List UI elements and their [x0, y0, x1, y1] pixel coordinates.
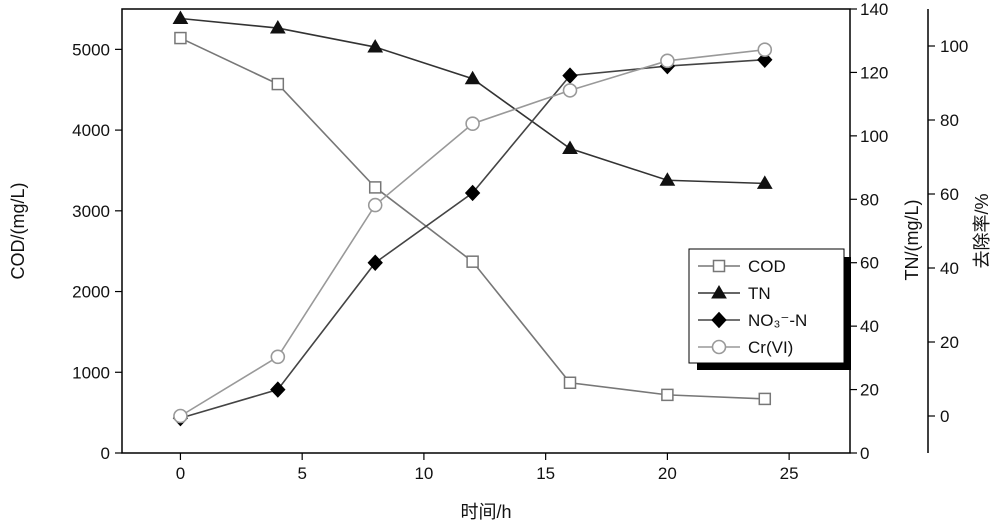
- data-point: [367, 39, 384, 53]
- plot-frame: [121, 8, 851, 454]
- data-point: [271, 77, 285, 91]
- series-line: [180, 58, 765, 419]
- cod-tick-label: 5000: [72, 40, 110, 59]
- data-point: [757, 42, 773, 58]
- data-point: [659, 172, 676, 186]
- data-point: [756, 175, 773, 189]
- data-point: [464, 70, 481, 85]
- tn-tick-label: 40: [860, 317, 879, 336]
- legend-label: NO₃⁻-N: [748, 311, 807, 330]
- data-point: [758, 392, 772, 406]
- tn-tick-label: 100: [860, 127, 888, 146]
- x-axis-title: 时间/h: [460, 502, 511, 522]
- data-point: [270, 381, 286, 398]
- data-point: [367, 197, 383, 213]
- removal-axis-title: 去除率/%: [972, 193, 992, 268]
- series-0: [174, 31, 772, 406]
- tn-axis-title: TN/(mg/L): [902, 200, 922, 281]
- cod-tick-label: 4000: [72, 121, 110, 140]
- data-point: [562, 83, 578, 98]
- series-2: [172, 51, 773, 427]
- series-line: [180, 17, 765, 185]
- legend-items: COD TN NO₃⁻-N Cr(VI): [698, 257, 807, 357]
- data-point: [562, 140, 578, 155]
- removal-tick-label: 0: [940, 407, 949, 426]
- legend-marker: [711, 285, 727, 299]
- data-point: [270, 349, 286, 365]
- x-tick-label: 25: [780, 464, 799, 483]
- data-point: [269, 20, 286, 34]
- series-line: [180, 37, 765, 400]
- ticks-group: 0 5 10 15 20 25010002000300040005000020406080…: [72, 0, 968, 483]
- removal-tick-label: 100: [940, 37, 968, 56]
- data-point: [464, 184, 481, 202]
- cod-tick-label: 0: [101, 444, 110, 463]
- tn-tick-label: 60: [860, 254, 879, 273]
- series-3: [173, 42, 773, 424]
- data-point: [562, 67, 578, 84]
- series-1: [172, 10, 773, 189]
- legend-label: TN: [748, 284, 771, 303]
- series-line: [180, 48, 765, 417]
- cod-axis-title: COD/(mg/L): [8, 182, 28, 279]
- cod-tick-label: 3000: [72, 202, 110, 221]
- legend-marker: [711, 311, 727, 329]
- tn-tick-label: 120: [860, 63, 888, 82]
- cod-tick-label: 1000: [72, 363, 110, 382]
- data-point: [660, 53, 675, 69]
- tn-tick-label: 0: [860, 444, 869, 463]
- removal-tick-label: 80: [940, 111, 959, 130]
- data-point: [465, 116, 480, 131]
- legend-marker: [712, 259, 726, 273]
- x-tick-label: 10: [414, 464, 433, 483]
- data-point: [174, 31, 187, 45]
- x-tick-label: 5: [297, 464, 306, 483]
- legend-marker: [711, 339, 727, 355]
- data-point: [172, 10, 189, 25]
- legend-label: COD: [748, 257, 786, 276]
- x-tick-label: 15: [536, 464, 555, 483]
- cod-tick-label: 2000: [72, 283, 110, 302]
- data-point: [466, 255, 479, 268]
- legend-label: Cr(VI): [748, 338, 793, 357]
- removal-tick-label: 40: [940, 259, 959, 278]
- x-tick-label: 0: [176, 464, 185, 483]
- data-point: [368, 181, 382, 194]
- data-point: [367, 254, 383, 271]
- tn-tick-label: 140: [860, 0, 888, 19]
- series-layer: [172, 10, 773, 427]
- removal-tick-label: 20: [940, 333, 959, 352]
- tn-tick-label: 20: [860, 381, 879, 400]
- removal-tick-label: 60: [940, 185, 959, 204]
- x-tick-label: 20: [658, 464, 677, 483]
- data-point: [661, 388, 674, 402]
- data-point: [563, 376, 577, 390]
- legend: COD TN NO₃⁻-N Cr(VI): [688, 248, 851, 370]
- tn-tick-label: 80: [860, 190, 879, 209]
- data-point: [173, 408, 188, 424]
